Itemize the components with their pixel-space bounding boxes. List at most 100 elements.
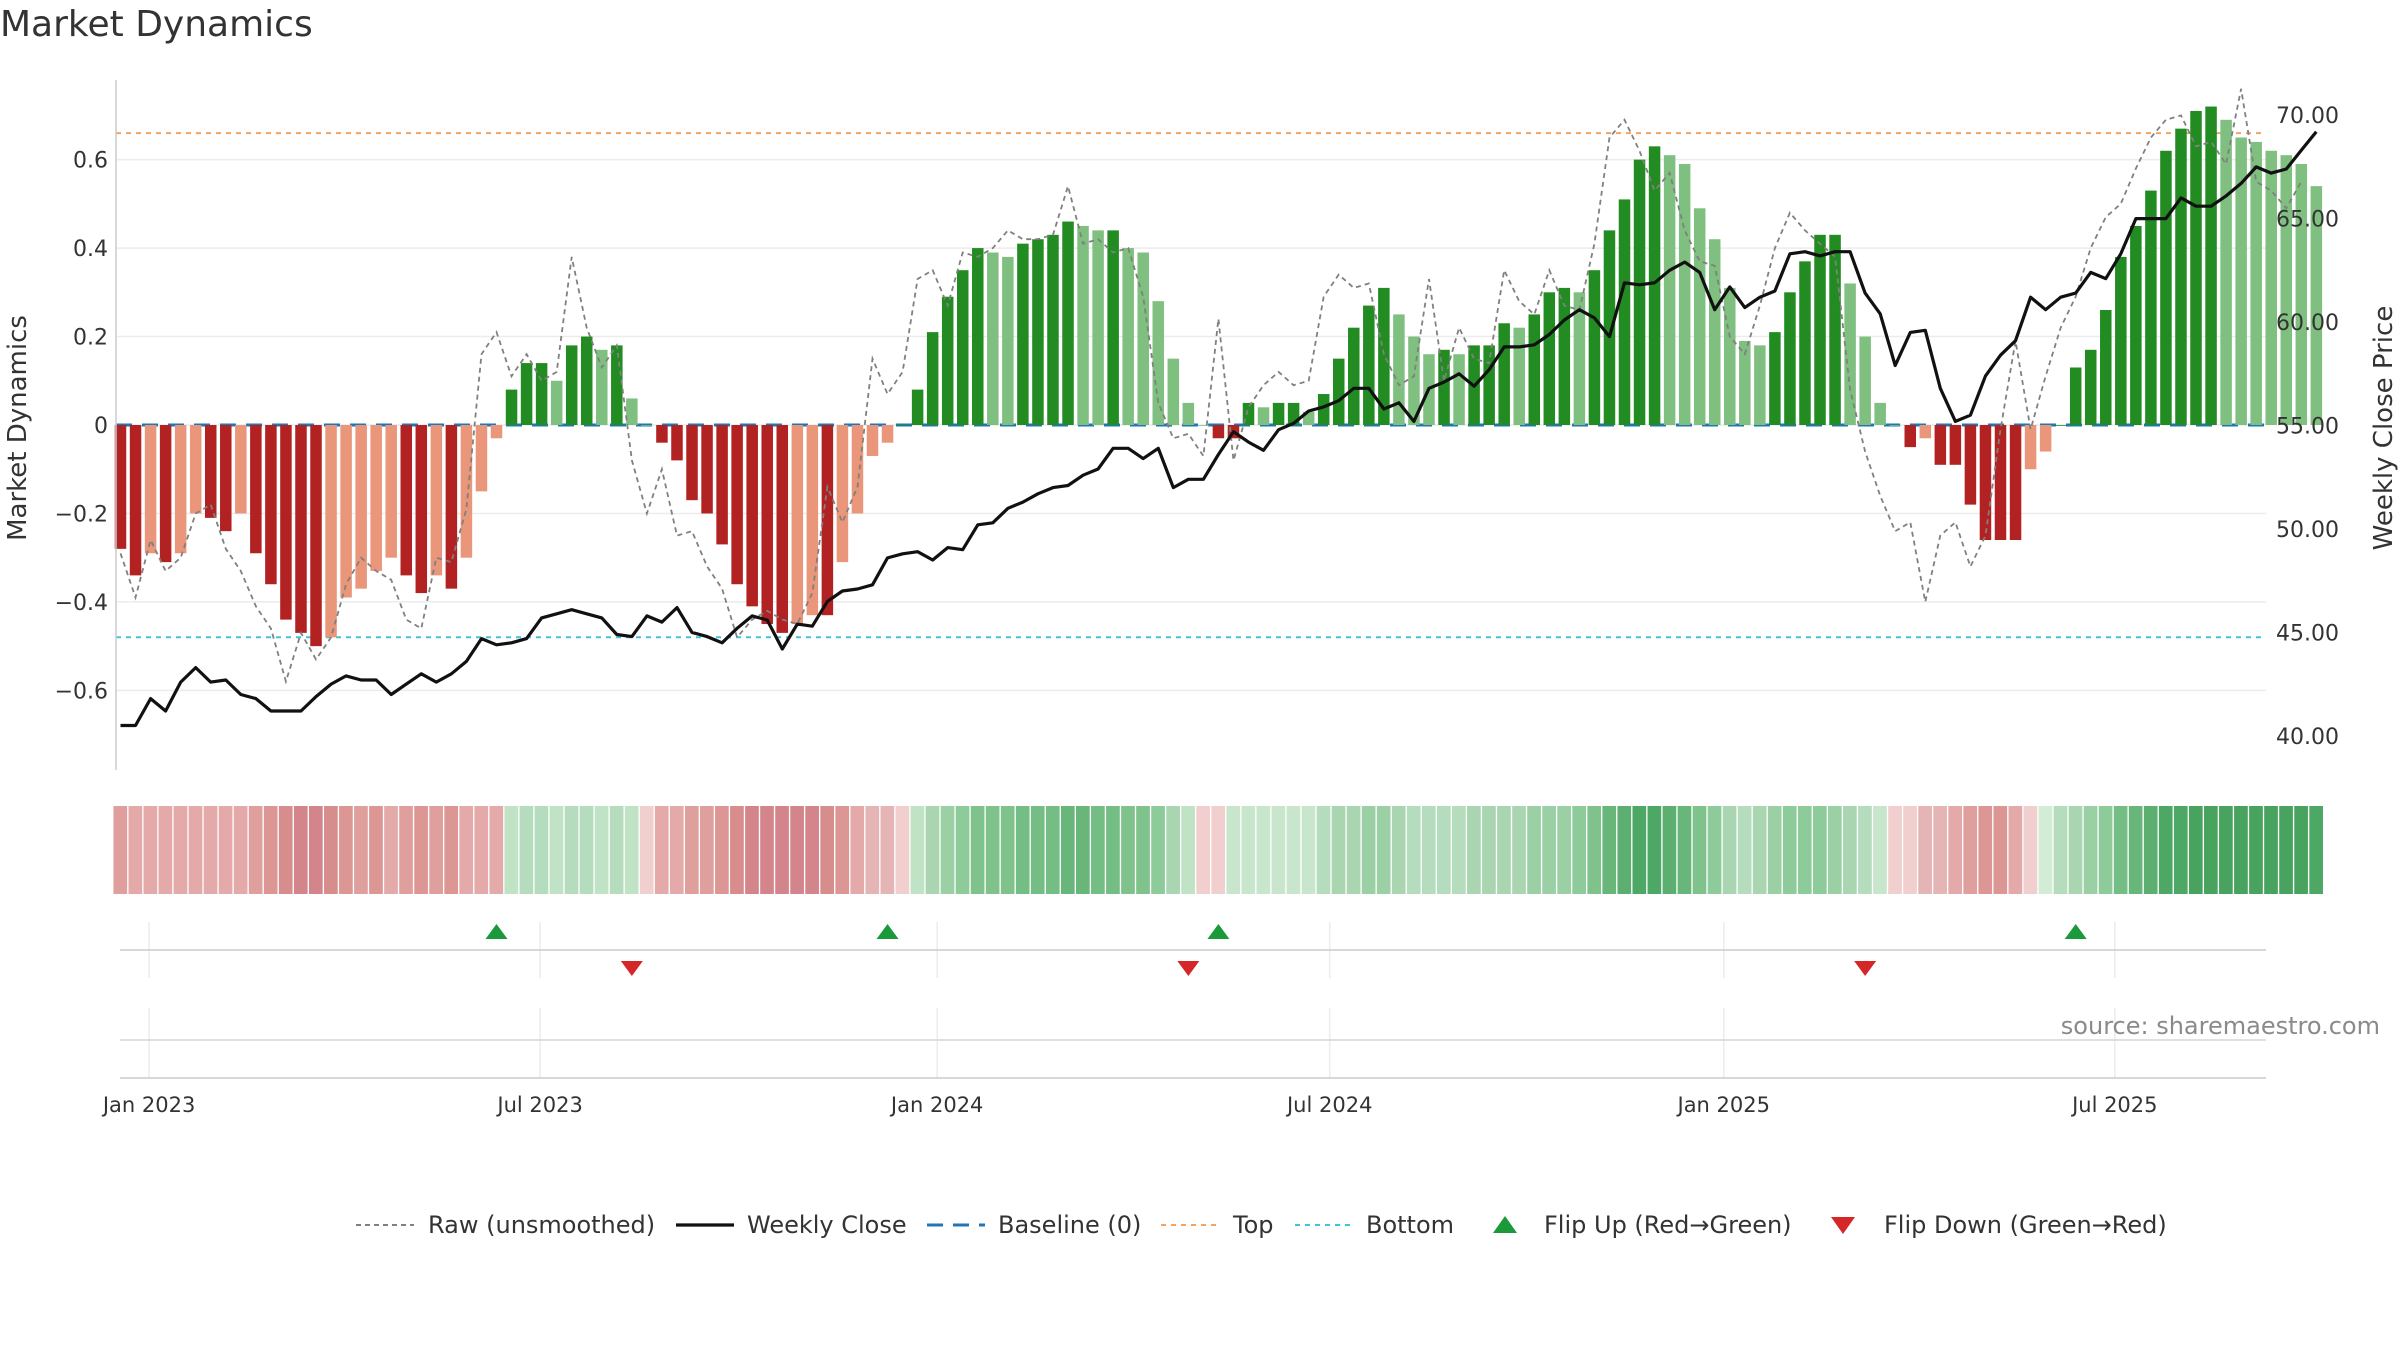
axes: 0.6 0.4 0.2 0 −0.2 −0.4 −0.6 70.00 65.00 60.00 55.… (3, 80, 2399, 770)
dynamics-bar (310, 425, 322, 647)
dynamics-bar (686, 425, 698, 501)
strip-cell (564, 806, 579, 894)
strip-cell (324, 806, 338, 894)
dynamics-bar (385, 425, 397, 558)
dynamics-bar (1167, 358, 1180, 425)
dynamics-bar (1152, 301, 1165, 425)
dynamics-bar (1979, 425, 1992, 540)
strip-cell (1361, 806, 1376, 894)
strip-cell (2143, 806, 2158, 894)
dynamics-bar (1739, 340, 1751, 425)
strip-cell (519, 806, 534, 894)
strip-cell (940, 806, 955, 894)
dynamics-bar (1242, 402, 1255, 425)
strip-cell (1181, 806, 1195, 894)
legend-baseline-label: Baseline (0) (998, 1211, 1141, 1239)
strip-cell (1843, 806, 1857, 894)
strip-cell (1301, 806, 1316, 894)
strip-cell (203, 806, 218, 894)
dynamics-bar (159, 425, 172, 563)
dynamics-bar (129, 425, 142, 576)
strip-cell (820, 806, 835, 894)
dynamics-bar (1393, 314, 1405, 425)
flip-down-marker (620, 961, 643, 976)
strip-cell (850, 806, 865, 894)
dynamics-bar (280, 425, 292, 620)
strip-cell (1436, 806, 1451, 894)
flip-markers (120, 922, 2266, 978)
dynamics-bar (520, 363, 533, 425)
strip-cell (113, 806, 128, 894)
dynamics-bar (1949, 425, 1962, 465)
strip-cell (1286, 806, 1301, 894)
dynamics-bar (2024, 425, 2037, 470)
dynamics-bar (761, 425, 773, 625)
strip-cell (1512, 806, 1526, 894)
strip-cell (293, 806, 308, 894)
right-axis-label: Weekly Close Price (2369, 306, 2399, 551)
dynamics-bar (2310, 186, 2323, 425)
dynamics-bar (836, 425, 849, 563)
dynamics-bar (1573, 292, 1586, 425)
strip-cell (1948, 806, 1963, 894)
strip-cell (459, 806, 474, 894)
strip-cell (1632, 806, 1647, 894)
strip-cell (2113, 806, 2128, 894)
dynamics-bar (1212, 425, 1225, 439)
strip-cell (1467, 806, 1481, 894)
dynamics-bar (1348, 327, 1360, 425)
strip-cell (1211, 806, 1226, 894)
dynamics-bar (1137, 252, 1149, 425)
left-tick-label: 0.4 (73, 237, 108, 262)
strip-cell (2053, 806, 2068, 894)
strip-cell (669, 806, 684, 894)
strip-cell (1226, 806, 1241, 894)
right-tick-label: 50.00 (2276, 518, 2339, 543)
dynamics-bar (580, 336, 593, 425)
left-tick-label: −0.6 (55, 679, 108, 704)
color-strip (113, 806, 2323, 894)
left-tick-label: 0.2 (73, 326, 108, 351)
strip-cell (1376, 806, 1391, 894)
dynamics-bar (2054, 425, 2067, 426)
strip-cell (654, 806, 669, 894)
left-tick-label: −0.2 (55, 502, 108, 527)
dynamics-bar (220, 425, 232, 532)
dynamics-bar (1077, 225, 1089, 425)
dynamics-bar (1302, 411, 1315, 425)
strip-cell (2008, 806, 2023, 894)
strip-cell (2068, 806, 2083, 894)
strip-cell (745, 806, 759, 894)
dynamics-bar (1197, 425, 1210, 426)
strip-cell (278, 806, 293, 894)
dynamics-bar (972, 248, 984, 425)
strip-cell (308, 806, 323, 894)
strip-cell (2264, 806, 2278, 894)
right-tick-label: 55.00 (2276, 415, 2339, 440)
x-tick-label: Jan 2025 (1676, 1093, 1771, 1117)
strip-cell (1106, 806, 1120, 894)
dynamics-bar (1678, 164, 1691, 426)
dynamics-bar (1708, 239, 1721, 425)
strip-cell (1015, 806, 1030, 894)
strip-cell (1963, 806, 1978, 894)
dynamics-bar (1543, 292, 1556, 425)
strip-cell (1091, 806, 1105, 894)
strip-cell (2038, 806, 2053, 894)
strip-cell (715, 806, 729, 894)
strip-cell (534, 806, 549, 894)
dynamics-bar (671, 425, 683, 461)
strip-cell (2234, 806, 2248, 894)
left-tick-label: −0.4 (55, 591, 108, 616)
dynamics-bar (1483, 345, 1495, 425)
left-axis-label: Market Dynamics (3, 315, 33, 541)
strip-cell (1873, 806, 1887, 894)
dynamics-bar (956, 270, 969, 425)
strip-cell (1331, 806, 1346, 894)
strip-cell (188, 806, 203, 894)
dynamics-bar (505, 389, 518, 425)
strip-cell (700, 806, 714, 894)
source-watermark: source: sharemaestro.com (2060, 1012, 2380, 1040)
dynamics-bar (2265, 150, 2277, 425)
legend: Raw (unsmoothed) Weekly Close Baseline (0)… (356, 1211, 2167, 1239)
